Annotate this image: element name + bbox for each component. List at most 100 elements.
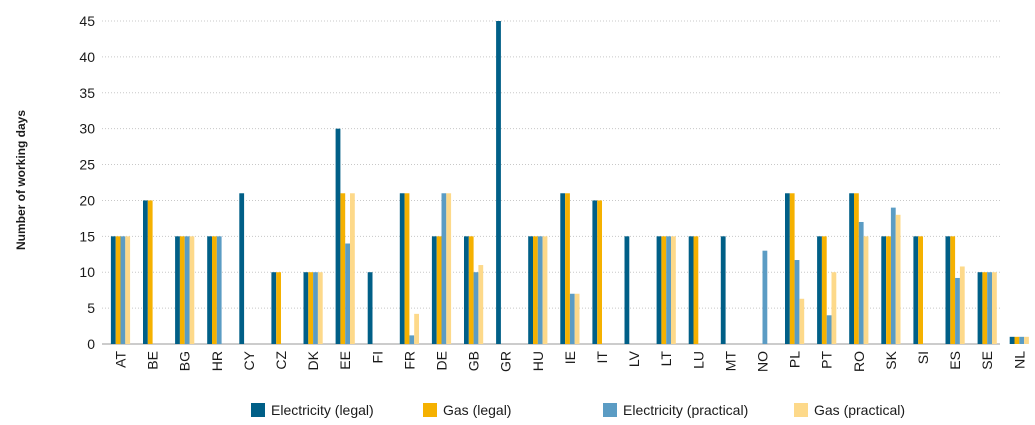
x-tick-label: LT: [658, 351, 674, 367]
legend-label: Gas (legal): [443, 402, 511, 418]
y-axis-ticks: 0 5 10 15 20 25 30 35 40 45: [79, 13, 95, 352]
bar-CZ-1: [276, 272, 281, 344]
bar-EE-2: [345, 243, 350, 344]
legend-swatch: [603, 403, 617, 417]
bar-PT-0: [817, 236, 822, 344]
bar-LT-3: [671, 236, 676, 344]
bar-DK-0: [303, 272, 309, 344]
bar-FI-0: [367, 272, 373, 344]
bar-MT-0: [720, 236, 726, 344]
bar-NO-2: [762, 250, 768, 344]
bar-PT-1: [821, 236, 827, 344]
legend-item: Electricity (legal): [251, 402, 374, 418]
bar-IT-0: [592, 200, 598, 344]
x-tick-label: SK: [883, 350, 899, 369]
bar-EE-3: [350, 193, 355, 344]
bar-SE-3: [992, 272, 997, 344]
bar-FR-0: [399, 193, 405, 344]
bar-GB-0: [464, 236, 469, 344]
bar-SK-2: [890, 207, 896, 344]
bar-ES-2: [955, 277, 960, 344]
x-tick-label: HU: [530, 351, 546, 371]
x-tick-label: CZ: [273, 351, 289, 370]
x-tick-label: AT: [113, 351, 129, 368]
bar-HU-2: [537, 236, 543, 344]
bar-LV-0: [624, 236, 630, 344]
bar-HU-3: [542, 236, 548, 344]
bar-AT-2: [120, 236, 126, 344]
x-tick-label: MT: [722, 351, 738, 372]
bar-BG-1: [179, 236, 185, 344]
legend-swatch: [794, 403, 808, 417]
bar-DE-1: [436, 236, 442, 344]
bar-SI-0: [913, 236, 919, 344]
bar-AT-3: [125, 236, 131, 344]
y-tick-label: 35: [79, 85, 95, 101]
bar-DK-3: [317, 272, 323, 344]
bar-IE-1: [565, 193, 570, 344]
bar-IE-0: [560, 193, 566, 344]
y-tick-label: 10: [79, 264, 95, 280]
bar-SK-0: [881, 236, 887, 344]
bar-HR-1: [212, 236, 217, 344]
bar-BG-3: [189, 236, 195, 344]
x-tick-label: PT: [819, 351, 835, 369]
bar-HR-2: [216, 236, 222, 344]
x-tick-label: EE: [337, 351, 353, 370]
bar-RO-2: [858, 221, 864, 344]
bar-GB-1: [468, 236, 474, 344]
bar-GR-0: [496, 21, 501, 344]
legend-item: Gas (practical): [794, 402, 905, 418]
bar-DK-1: [308, 272, 314, 344]
y-tick-label: 45: [79, 13, 95, 29]
y-tick-label: 15: [79, 228, 95, 244]
bar-HU-0: [528, 236, 533, 344]
legend-item: Gas (legal): [423, 402, 511, 418]
x-tick-label: HR: [209, 351, 225, 371]
bar-FR-1: [404, 193, 410, 344]
bar-IE-2: [569, 293, 575, 344]
y-tick-label: 20: [79, 192, 95, 208]
bar-PL-1: [789, 193, 795, 344]
bar-BG-0: [175, 236, 180, 344]
x-tick-label: NO: [755, 351, 771, 372]
bar-SK-1: [886, 236, 891, 344]
bar-ES-1: [950, 236, 956, 344]
bar-IT-1: [597, 200, 602, 344]
bar-HR-0: [207, 236, 212, 344]
x-tick-label: SI: [915, 351, 931, 364]
bar-PT-3: [831, 272, 837, 344]
x-tick-label: IT: [594, 351, 610, 364]
bar-ES-3: [959, 266, 965, 344]
x-tick-label: NL: [1011, 351, 1027, 369]
y-tick-label: 0: [87, 336, 95, 352]
bar-AT-1: [115, 236, 121, 344]
x-tick-label: GR: [498, 351, 514, 372]
y-tick-label: 30: [79, 121, 95, 137]
legend-label: Electricity (practical): [623, 402, 748, 418]
y-tick-label: 25: [79, 157, 95, 173]
x-tick-label: RO: [851, 351, 867, 372]
bar-ES-0: [945, 236, 951, 344]
x-tick-label: CY: [241, 350, 257, 370]
bar-FR-3: [414, 313, 419, 344]
bar-PL-0: [785, 193, 790, 344]
bar-SE-1: [982, 272, 988, 344]
bar-CZ-0: [271, 272, 277, 344]
x-tick-label: FR: [401, 351, 417, 370]
x-tick-label: SE: [979, 351, 995, 370]
legend: Electricity (legal) Gas (legal) Electricit…: [251, 402, 905, 418]
x-tick-label: BG: [177, 351, 193, 371]
legend-label: Gas (practical): [814, 402, 905, 418]
bar-LT-2: [666, 236, 671, 344]
x-tick-label: GB: [466, 351, 482, 371]
bar-DK-2: [313, 272, 318, 344]
bar-NL-1: [1014, 336, 1020, 344]
x-tick-label: FI: [369, 351, 385, 363]
bar-GB-2: [473, 272, 479, 344]
x-tick-label: PL: [787, 351, 803, 368]
y-axis-label: Number of working days: [14, 110, 28, 250]
legend-label: Electricity (legal): [271, 402, 374, 418]
x-tick-label: IE: [562, 351, 578, 364]
